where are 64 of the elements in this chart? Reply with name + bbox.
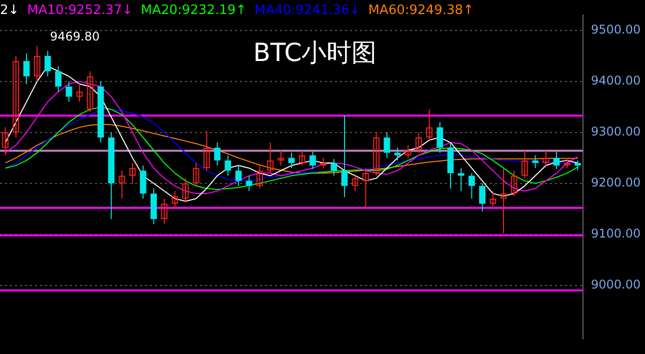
y-tick-label: 9300.00 (591, 124, 641, 139)
candlestick (384, 132, 390, 158)
candlestick (542, 150, 550, 166)
candlestick (278, 150, 284, 166)
candlestick (55, 66, 62, 92)
candlestick (500, 168, 507, 234)
candlestick (426, 108, 432, 141)
candlestick (362, 168, 369, 210)
y-tick-label: 9400.00 (591, 74, 641, 88)
candlestick (490, 190, 496, 207)
candlestick (564, 157, 570, 169)
candlestick (23, 52, 30, 84)
candlestick (298, 150, 306, 166)
candlestick (510, 170, 518, 197)
y-tick-label: 9000.00 (591, 277, 641, 292)
candlestick (468, 172, 475, 200)
y-tick-label: 9200.00 (591, 175, 641, 190)
candlestick (310, 151, 316, 170)
candlestick (267, 142, 274, 174)
candlestick (256, 165, 263, 189)
text: MA40:9241.36↓ (254, 3, 360, 18)
text: BTC小时图 (252, 37, 378, 69)
candlestick (341, 115, 348, 198)
candlestick (532, 154, 538, 169)
candlestick (416, 132, 422, 154)
candlestick (352, 175, 358, 192)
text: MA10:9252.37↓ (27, 3, 133, 18)
candlestick (394, 147, 401, 161)
candlestick (404, 144, 412, 158)
annotation: 9469.80 (50, 29, 100, 44)
candlestick (479, 182, 486, 212)
candlestick (161, 198, 168, 225)
candlestick (246, 175, 252, 192)
candlestick (44, 50, 51, 77)
candlestick (76, 83, 83, 102)
candlestick (458, 168, 464, 192)
candlestick (320, 157, 326, 169)
y-tick-label: 9100.00 (591, 226, 641, 240)
candlestick (34, 45, 40, 82)
candlestick (373, 132, 380, 176)
candlestick (553, 151, 560, 170)
candlestick (129, 162, 136, 184)
candlestick (12, 55, 20, 138)
text: MA20:9232.19↑ (140, 3, 247, 18)
candlestick (118, 170, 126, 200)
candlestick (172, 190, 178, 210)
y-tick-label: 9500.00 (591, 22, 641, 37)
candlestick (204, 130, 210, 172)
candlestick (192, 162, 200, 186)
candlestick (182, 178, 189, 202)
candlestick (288, 152, 295, 169)
candlestick (214, 142, 220, 166)
candlestick (574, 160, 581, 172)
text: 2↓ (0, 3, 20, 18)
text: MA60:9249.38↑ (368, 3, 474, 18)
candlestick (224, 154, 232, 176)
candlestick (86, 70, 94, 113)
candlestick (330, 158, 338, 176)
candlestick (436, 122, 444, 154)
candlestick (140, 165, 146, 200)
candlestick (235, 165, 242, 186)
candlestick (66, 80, 72, 102)
candlestick (522, 150, 528, 179)
candlestick (2, 126, 8, 156)
